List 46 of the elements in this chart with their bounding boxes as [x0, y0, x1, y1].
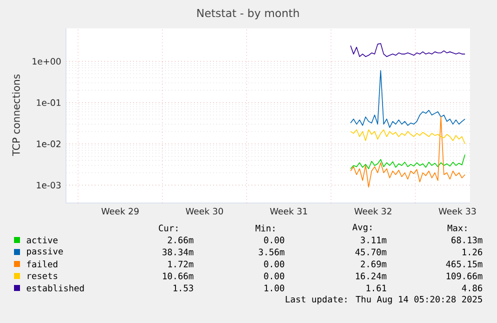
text: 10.66m: [163, 272, 194, 280]
text: Last update: Thu Aug 14 05:20:28 2025: [286, 296, 482, 304]
line-series: [350, 43, 466, 58]
chart-title: Netstat - by month: [197, 8, 299, 20]
x-tick-label: Week 30: [186, 208, 223, 215]
text: 16.24m: [356, 272, 386, 280]
y-tick-label: 1e-01: [36, 99, 60, 106]
y-tick-label: 1e-03: [36, 182, 61, 188]
text: 109.66m: [446, 272, 482, 280]
x-tick-label: Week 31: [270, 208, 308, 215]
legend-label: resets: [28, 272, 58, 280]
text: 0.00: [264, 236, 284, 244]
legend-label: passive: [27, 248, 63, 256]
y-tick-label: 1e-02: [36, 140, 60, 148]
text: 0.00: [264, 272, 284, 280]
x-tick-label: Week 32: [354, 208, 392, 215]
text: 1.00: [264, 284, 284, 292]
text: Min:: [256, 224, 274, 232]
text: 2.69m: [360, 260, 386, 268]
text: 1.72m: [168, 260, 194, 268]
text: 45.70m: [355, 248, 386, 256]
text: 3.56m: [258, 248, 284, 256]
x-tick-label: Week 33: [438, 208, 476, 215]
y-axis-title: TCP connections: [12, 74, 20, 156]
legend-label: active: [26, 236, 58, 244]
text: 1.53: [174, 284, 194, 292]
y-tick-label: 1e+00: [32, 58, 61, 65]
legend-label: established: [26, 284, 84, 292]
text: 68.13m: [452, 236, 482, 244]
text: 2.66m: [168, 236, 194, 244]
text: 4.86: [462, 284, 482, 292]
text: Avg:: [352, 224, 372, 232]
line-series: [350, 129, 466, 144]
text: 465.15m: [446, 260, 482, 268]
text: 38.34m: [162, 248, 194, 256]
text: 0.00: [264, 260, 284, 268]
text: Cur:: [158, 224, 178, 232]
x-tick-label: Week 29: [101, 208, 139, 215]
text: 1.61: [366, 284, 386, 292]
line-series: [350, 154, 466, 170]
text: 3.11m: [360, 236, 386, 244]
line-series: [350, 116, 466, 188]
legend-label: failed: [27, 260, 58, 268]
text: Max:: [448, 224, 466, 232]
text: 1.26: [462, 248, 482, 256]
line-series: [350, 70, 466, 128]
